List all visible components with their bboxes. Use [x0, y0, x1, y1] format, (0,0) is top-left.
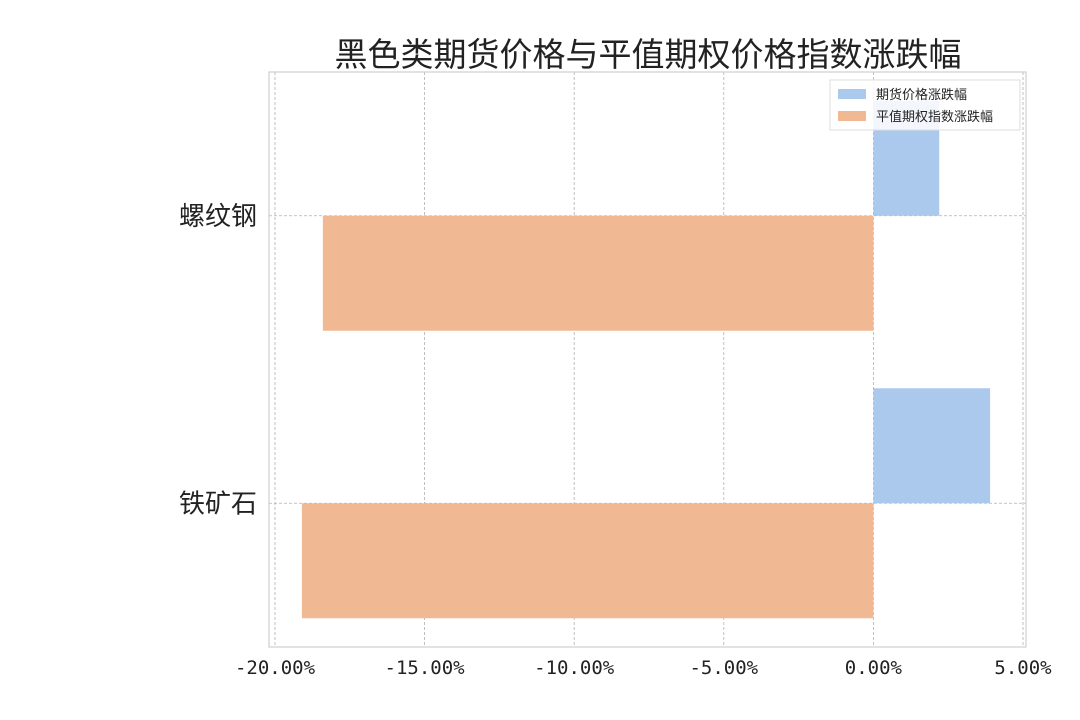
legend-box: [829, 79, 1021, 131]
x-tick-label: -10.00%: [534, 657, 615, 679]
legend-swatch: [838, 89, 866, 99]
x-tick-label: -15.00%: [385, 657, 466, 679]
x-tick-label: 5.00%: [994, 657, 1052, 679]
bar: [873, 388, 991, 504]
bar: [322, 215, 874, 331]
bars: [301, 100, 991, 619]
x-tick-label: 0.00%: [845, 657, 903, 679]
legend-label: 平值期权指数涨跌幅: [876, 109, 993, 125]
bar: [301, 503, 874, 619]
category-label: 铁矿石: [179, 489, 257, 519]
x-tick-label: -5.00%: [689, 657, 758, 679]
plot-frame: [268, 71, 1027, 648]
legend-label: 期货价格涨跌幅: [876, 87, 967, 103]
legend-swatch: [838, 111, 866, 121]
chart-title: 黑色类期货价格与平值期权价格指数涨跌幅: [335, 35, 962, 74]
x-tick-label: -20.00%: [235, 657, 316, 679]
x-tick-labels: -20.00% -15.00% -10.00% -5.00% 0.00% 5.00%: [235, 657, 1052, 679]
category-label: 螺纹钢: [179, 202, 257, 232]
